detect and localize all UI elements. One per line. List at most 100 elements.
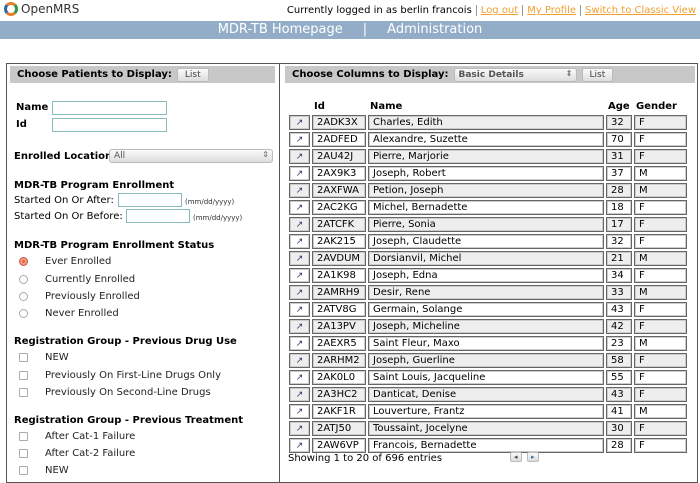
after-label: Started On Or After: — [14, 195, 114, 206]
status-currently-enrolled[interactable]: Currently Enrolled — [19, 274, 135, 285]
treatment-cat1[interactable]: After Cat-1 Failure — [19, 431, 135, 442]
open-patient-icon[interactable]: ↗ — [289, 285, 310, 300]
checkbox-icon[interactable] — [19, 388, 28, 397]
open-patient-icon[interactable]: ↗ — [289, 319, 310, 334]
treatment-new[interactable]: NEW — [19, 465, 69, 476]
open-patient-icon[interactable]: ↗ — [289, 251, 310, 266]
cell-name: Charles, Edith — [368, 115, 604, 130]
cell-id: 2AC2KG — [312, 200, 366, 215]
location-select[interactable]: All — [109, 149, 273, 163]
checkbox-icon[interactable] — [19, 449, 28, 458]
radio-icon[interactable] — [19, 309, 28, 318]
option-label: Previously On First-Line Drugs Only — [45, 370, 221, 381]
open-patient-icon[interactable]: ↗ — [289, 234, 310, 249]
cell-id: 2AW6VP — [312, 438, 366, 453]
drug-new[interactable]: NEW — [19, 352, 69, 363]
radio-icon[interactable] — [19, 275, 28, 284]
table-row[interactable]: ↗ 2AEXR5 Saint Fleur, Maxo 23 M — [289, 336, 687, 351]
drug-second-line[interactable]: Previously On Second-Line Drugs — [19, 387, 211, 398]
logout-link[interactable]: Log out — [475, 5, 518, 16]
open-patient-icon[interactable]: ↗ — [289, 132, 310, 147]
started-before-input[interactable] — [126, 209, 190, 223]
table-row[interactable]: ↗ 2AU42J Pierre, Marjorie 31 F — [289, 149, 687, 164]
table-row[interactable]: ↗ 2AC2KG Michel, Bernadette 18 F — [289, 200, 687, 215]
open-patient-icon[interactable]: ↗ — [289, 217, 310, 232]
col-age[interactable]: Age — [608, 101, 630, 112]
table-row[interactable]: ↗ 2AXFWA Petion, Joseph 28 M — [289, 183, 687, 198]
id-input[interactable] — [52, 118, 167, 132]
table-row[interactable]: ↗ 2AK0L0 Saint Louis, Jacqueline 55 F — [289, 370, 687, 385]
col-id[interactable]: Id — [314, 101, 325, 112]
table-row[interactable]: ↗ 2ADFED Alexandre, Suzette 70 F — [289, 132, 687, 147]
checkbox-icon[interactable] — [19, 371, 28, 380]
open-patient-icon[interactable]: ↗ — [289, 183, 310, 198]
cell-gender: F — [634, 217, 687, 232]
columns-select[interactable]: Basic Details — [453, 67, 577, 82]
table-row[interactable]: ↗ 2ARHM2 Joseph, Guerline 58 F — [289, 353, 687, 368]
open-patient-icon[interactable]: ↗ — [289, 166, 310, 181]
cell-gender: F — [634, 438, 687, 453]
previous-page-button[interactable]: ◂ — [510, 452, 522, 462]
openmrs-logo[interactable]: OpenMRS — [4, 2, 79, 16]
cell-id: 2AX9K3 — [312, 166, 366, 181]
col-gender[interactable]: Gender — [636, 101, 677, 112]
table-row[interactable]: ↗ 2ATJ50 Toussaint, Jocelyne 30 F — [289, 421, 687, 436]
started-after-input[interactable] — [118, 193, 182, 207]
cell-gender: F — [634, 387, 687, 402]
columns-list-button[interactable]: List — [581, 67, 614, 82]
cell-id: 2AKF1R — [312, 404, 366, 419]
status-ever-enrolled[interactable]: Ever Enrolled — [19, 256, 111, 267]
cell-age: 37 — [606, 166, 632, 181]
cell-name: Pierre, Sonia — [368, 217, 604, 232]
cell-name: Joseph, Claudette — [368, 234, 604, 249]
table-row[interactable]: ↗ 2ATCFK Pierre, Sonia 17 F — [289, 217, 687, 232]
table-row[interactable]: ↗ 2A1K98 Joseph, Edna 34 F — [289, 268, 687, 283]
cell-id: 2AMRH9 — [312, 285, 366, 300]
open-patient-icon[interactable]: ↗ — [289, 200, 310, 215]
table-row[interactable]: ↗ 2AMRH9 Desir, Rene 33 M — [289, 285, 687, 300]
table-row[interactable]: ↗ 2AW6VP Francois, Bernadette 28 F — [289, 438, 687, 453]
classic-view-link[interactable]: Switch to Classic View — [580, 5, 696, 16]
nav-mdrtb-homepage[interactable]: MDR-TB Homepage — [217, 22, 343, 37]
table-row[interactable]: ↗ 2A3HC2 Danticat, Denise 43 F — [289, 387, 687, 402]
checkbox-icon[interactable] — [19, 466, 28, 475]
status-never-enrolled[interactable]: Never Enrolled — [19, 308, 119, 319]
open-patient-icon[interactable]: ↗ — [289, 302, 310, 317]
table-row[interactable]: ↗ 2AVDUM Dorsianvil, Michel 21 M — [289, 251, 687, 266]
open-patient-icon[interactable]: ↗ — [289, 387, 310, 402]
cell-age: 21 — [606, 251, 632, 266]
table-row[interactable]: ↗ 2AKF1R Louverture, Frantz 41 M — [289, 404, 687, 419]
cell-age: 23 — [606, 336, 632, 351]
checkbox-icon[interactable] — [19, 432, 28, 441]
table-row[interactable]: ↗ 2AK215 Joseph, Claudette 32 F — [289, 234, 687, 249]
open-patient-icon[interactable]: ↗ — [289, 336, 310, 351]
drug-first-line[interactable]: Previously On First-Line Drugs Only — [19, 370, 221, 381]
table-row[interactable]: ↗ 2A13PV Joseph, Micheline 42 F — [289, 319, 687, 334]
patients-list-button[interactable]: List — [176, 67, 209, 82]
open-patient-icon[interactable]: ↗ — [289, 268, 310, 283]
open-patient-icon[interactable]: ↗ — [289, 353, 310, 368]
table-row[interactable]: ↗ 2ATV8G Germain, Solange 43 F — [289, 302, 687, 317]
my-profile-link[interactable]: My Profile — [522, 5, 576, 16]
table-row[interactable]: ↗ 2AX9K3 Joseph, Robert 37 M — [289, 166, 687, 181]
radio-icon[interactable] — [19, 292, 28, 301]
open-patient-icon[interactable]: ↗ — [289, 421, 310, 436]
radio-icon[interactable] — [19, 257, 28, 266]
open-patient-icon[interactable]: ↗ — [289, 438, 310, 453]
status-previously-enrolled[interactable]: Previously Enrolled — [19, 291, 140, 302]
next-page-button[interactable]: ▸ — [527, 452, 539, 462]
open-patient-icon[interactable]: ↗ — [289, 404, 310, 419]
name-input[interactable] — [52, 101, 167, 115]
open-patient-icon[interactable]: ↗ — [289, 115, 310, 130]
treatment-cat2[interactable]: After Cat-2 Failure — [19, 448, 135, 459]
table-row[interactable]: ↗ 2ADK3X Charles, Edith 32 F — [289, 115, 687, 130]
col-name[interactable]: Name — [370, 101, 403, 112]
patients-title: Choose Patients to Display: — [17, 69, 172, 80]
nav-administration[interactable]: Administration — [387, 22, 483, 37]
nav-bar: MDR-TB Homepage | Administration — [0, 21, 700, 39]
checkbox-icon[interactable] — [19, 353, 28, 362]
option-label: Never Enrolled — [45, 308, 119, 319]
open-patient-icon[interactable]: ↗ — [289, 370, 310, 385]
cell-age: 17 — [606, 217, 632, 232]
open-patient-icon[interactable]: ↗ — [289, 149, 310, 164]
